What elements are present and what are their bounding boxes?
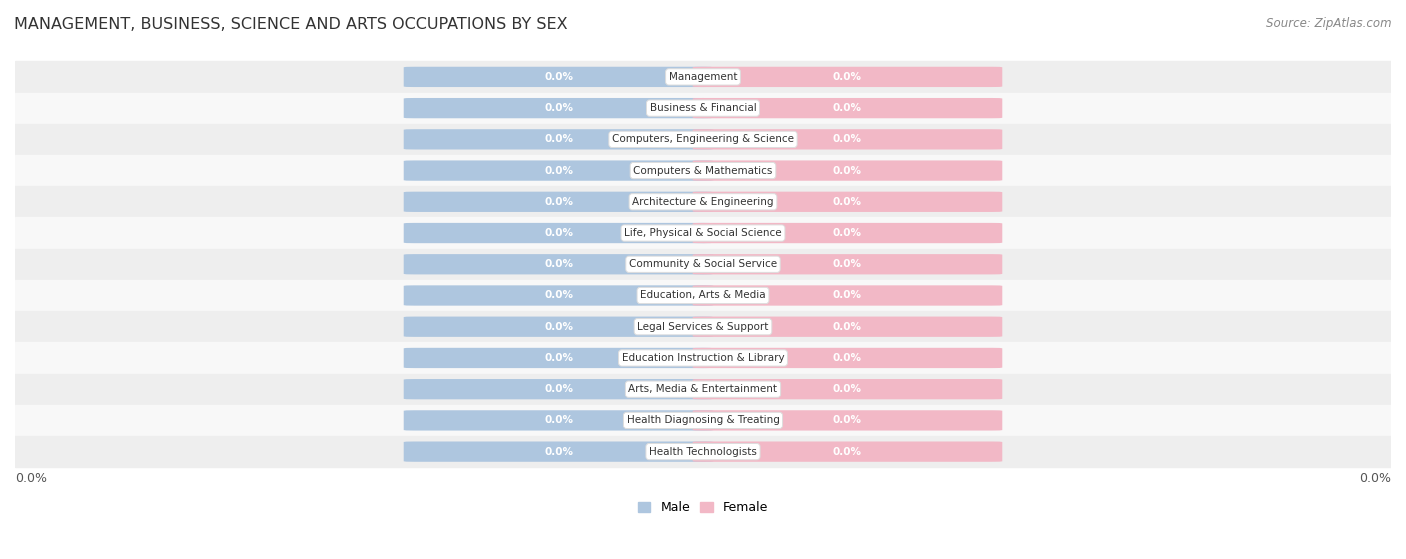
Bar [15,124,1391,155]
FancyBboxPatch shape [404,223,713,243]
Bar [15,217,1391,249]
Text: Community & Social Service: Community & Social Service [628,259,778,269]
Text: 0.0%: 0.0% [832,165,862,176]
Text: 0.0%: 0.0% [832,291,862,301]
Bar [15,249,1391,280]
Bar [15,436,1391,467]
Bar [15,373,1391,405]
FancyBboxPatch shape [693,442,1002,462]
FancyBboxPatch shape [693,410,1002,430]
Text: Education, Arts & Media: Education, Arts & Media [640,291,766,301]
FancyBboxPatch shape [693,160,1002,181]
Text: Health Technologists: Health Technologists [650,447,756,457]
Text: 0.0%: 0.0% [832,384,862,394]
Text: 0.0%: 0.0% [544,447,574,457]
Text: 0.0%: 0.0% [544,103,574,113]
Text: 0.0%: 0.0% [832,259,862,269]
Text: 0.0%: 0.0% [832,353,862,363]
Text: Management: Management [669,72,737,82]
FancyBboxPatch shape [404,410,713,430]
FancyBboxPatch shape [404,285,713,306]
Text: 0.0%: 0.0% [832,415,862,425]
Text: 0.0%: 0.0% [544,322,574,331]
FancyBboxPatch shape [404,160,713,181]
Text: Business & Financial: Business & Financial [650,103,756,113]
Text: MANAGEMENT, BUSINESS, SCIENCE AND ARTS OCCUPATIONS BY SEX: MANAGEMENT, BUSINESS, SCIENCE AND ARTS O… [14,17,568,32]
FancyBboxPatch shape [693,98,1002,119]
Text: 0.0%: 0.0% [832,72,862,82]
FancyBboxPatch shape [404,379,713,399]
Text: 0.0%: 0.0% [15,472,46,485]
Text: 0.0%: 0.0% [544,197,574,207]
Text: Life, Physical & Social Science: Life, Physical & Social Science [624,228,782,238]
FancyBboxPatch shape [693,192,1002,212]
FancyBboxPatch shape [693,129,1002,149]
FancyBboxPatch shape [404,98,713,119]
Legend: Male, Female: Male, Female [633,496,773,519]
FancyBboxPatch shape [404,129,713,149]
Bar [15,186,1391,217]
FancyBboxPatch shape [693,67,1002,87]
Bar [15,342,1391,373]
Bar [15,155,1391,186]
Text: 0.0%: 0.0% [1360,472,1391,485]
Text: Arts, Media & Entertainment: Arts, Media & Entertainment [628,384,778,394]
FancyBboxPatch shape [693,285,1002,306]
Text: 0.0%: 0.0% [544,291,574,301]
Text: 0.0%: 0.0% [544,384,574,394]
Text: Health Diagnosing & Treating: Health Diagnosing & Treating [627,415,779,425]
FancyBboxPatch shape [693,316,1002,337]
FancyBboxPatch shape [404,192,713,212]
Text: 0.0%: 0.0% [832,134,862,144]
FancyBboxPatch shape [404,316,713,337]
Bar [15,92,1391,124]
Bar [15,405,1391,436]
Text: Computers & Mathematics: Computers & Mathematics [633,165,773,176]
Text: 0.0%: 0.0% [544,259,574,269]
Text: Education Instruction & Library: Education Instruction & Library [621,353,785,363]
FancyBboxPatch shape [404,442,713,462]
Text: 0.0%: 0.0% [544,415,574,425]
FancyBboxPatch shape [693,254,1002,274]
Text: Computers, Engineering & Science: Computers, Engineering & Science [612,134,794,144]
Text: 0.0%: 0.0% [544,228,574,238]
FancyBboxPatch shape [693,223,1002,243]
FancyBboxPatch shape [693,379,1002,399]
Bar [15,61,1391,92]
Text: 0.0%: 0.0% [544,134,574,144]
Text: 0.0%: 0.0% [832,447,862,457]
Text: 0.0%: 0.0% [544,353,574,363]
Text: Legal Services & Support: Legal Services & Support [637,322,769,331]
Text: Source: ZipAtlas.com: Source: ZipAtlas.com [1267,17,1392,30]
FancyBboxPatch shape [693,348,1002,368]
Text: 0.0%: 0.0% [544,72,574,82]
Text: 0.0%: 0.0% [832,228,862,238]
Text: Architecture & Engineering: Architecture & Engineering [633,197,773,207]
Text: 0.0%: 0.0% [832,197,862,207]
FancyBboxPatch shape [404,254,713,274]
Bar [15,280,1391,311]
FancyBboxPatch shape [404,67,713,87]
Bar [15,311,1391,342]
FancyBboxPatch shape [404,348,713,368]
Text: 0.0%: 0.0% [544,165,574,176]
Text: 0.0%: 0.0% [832,322,862,331]
Text: 0.0%: 0.0% [832,103,862,113]
